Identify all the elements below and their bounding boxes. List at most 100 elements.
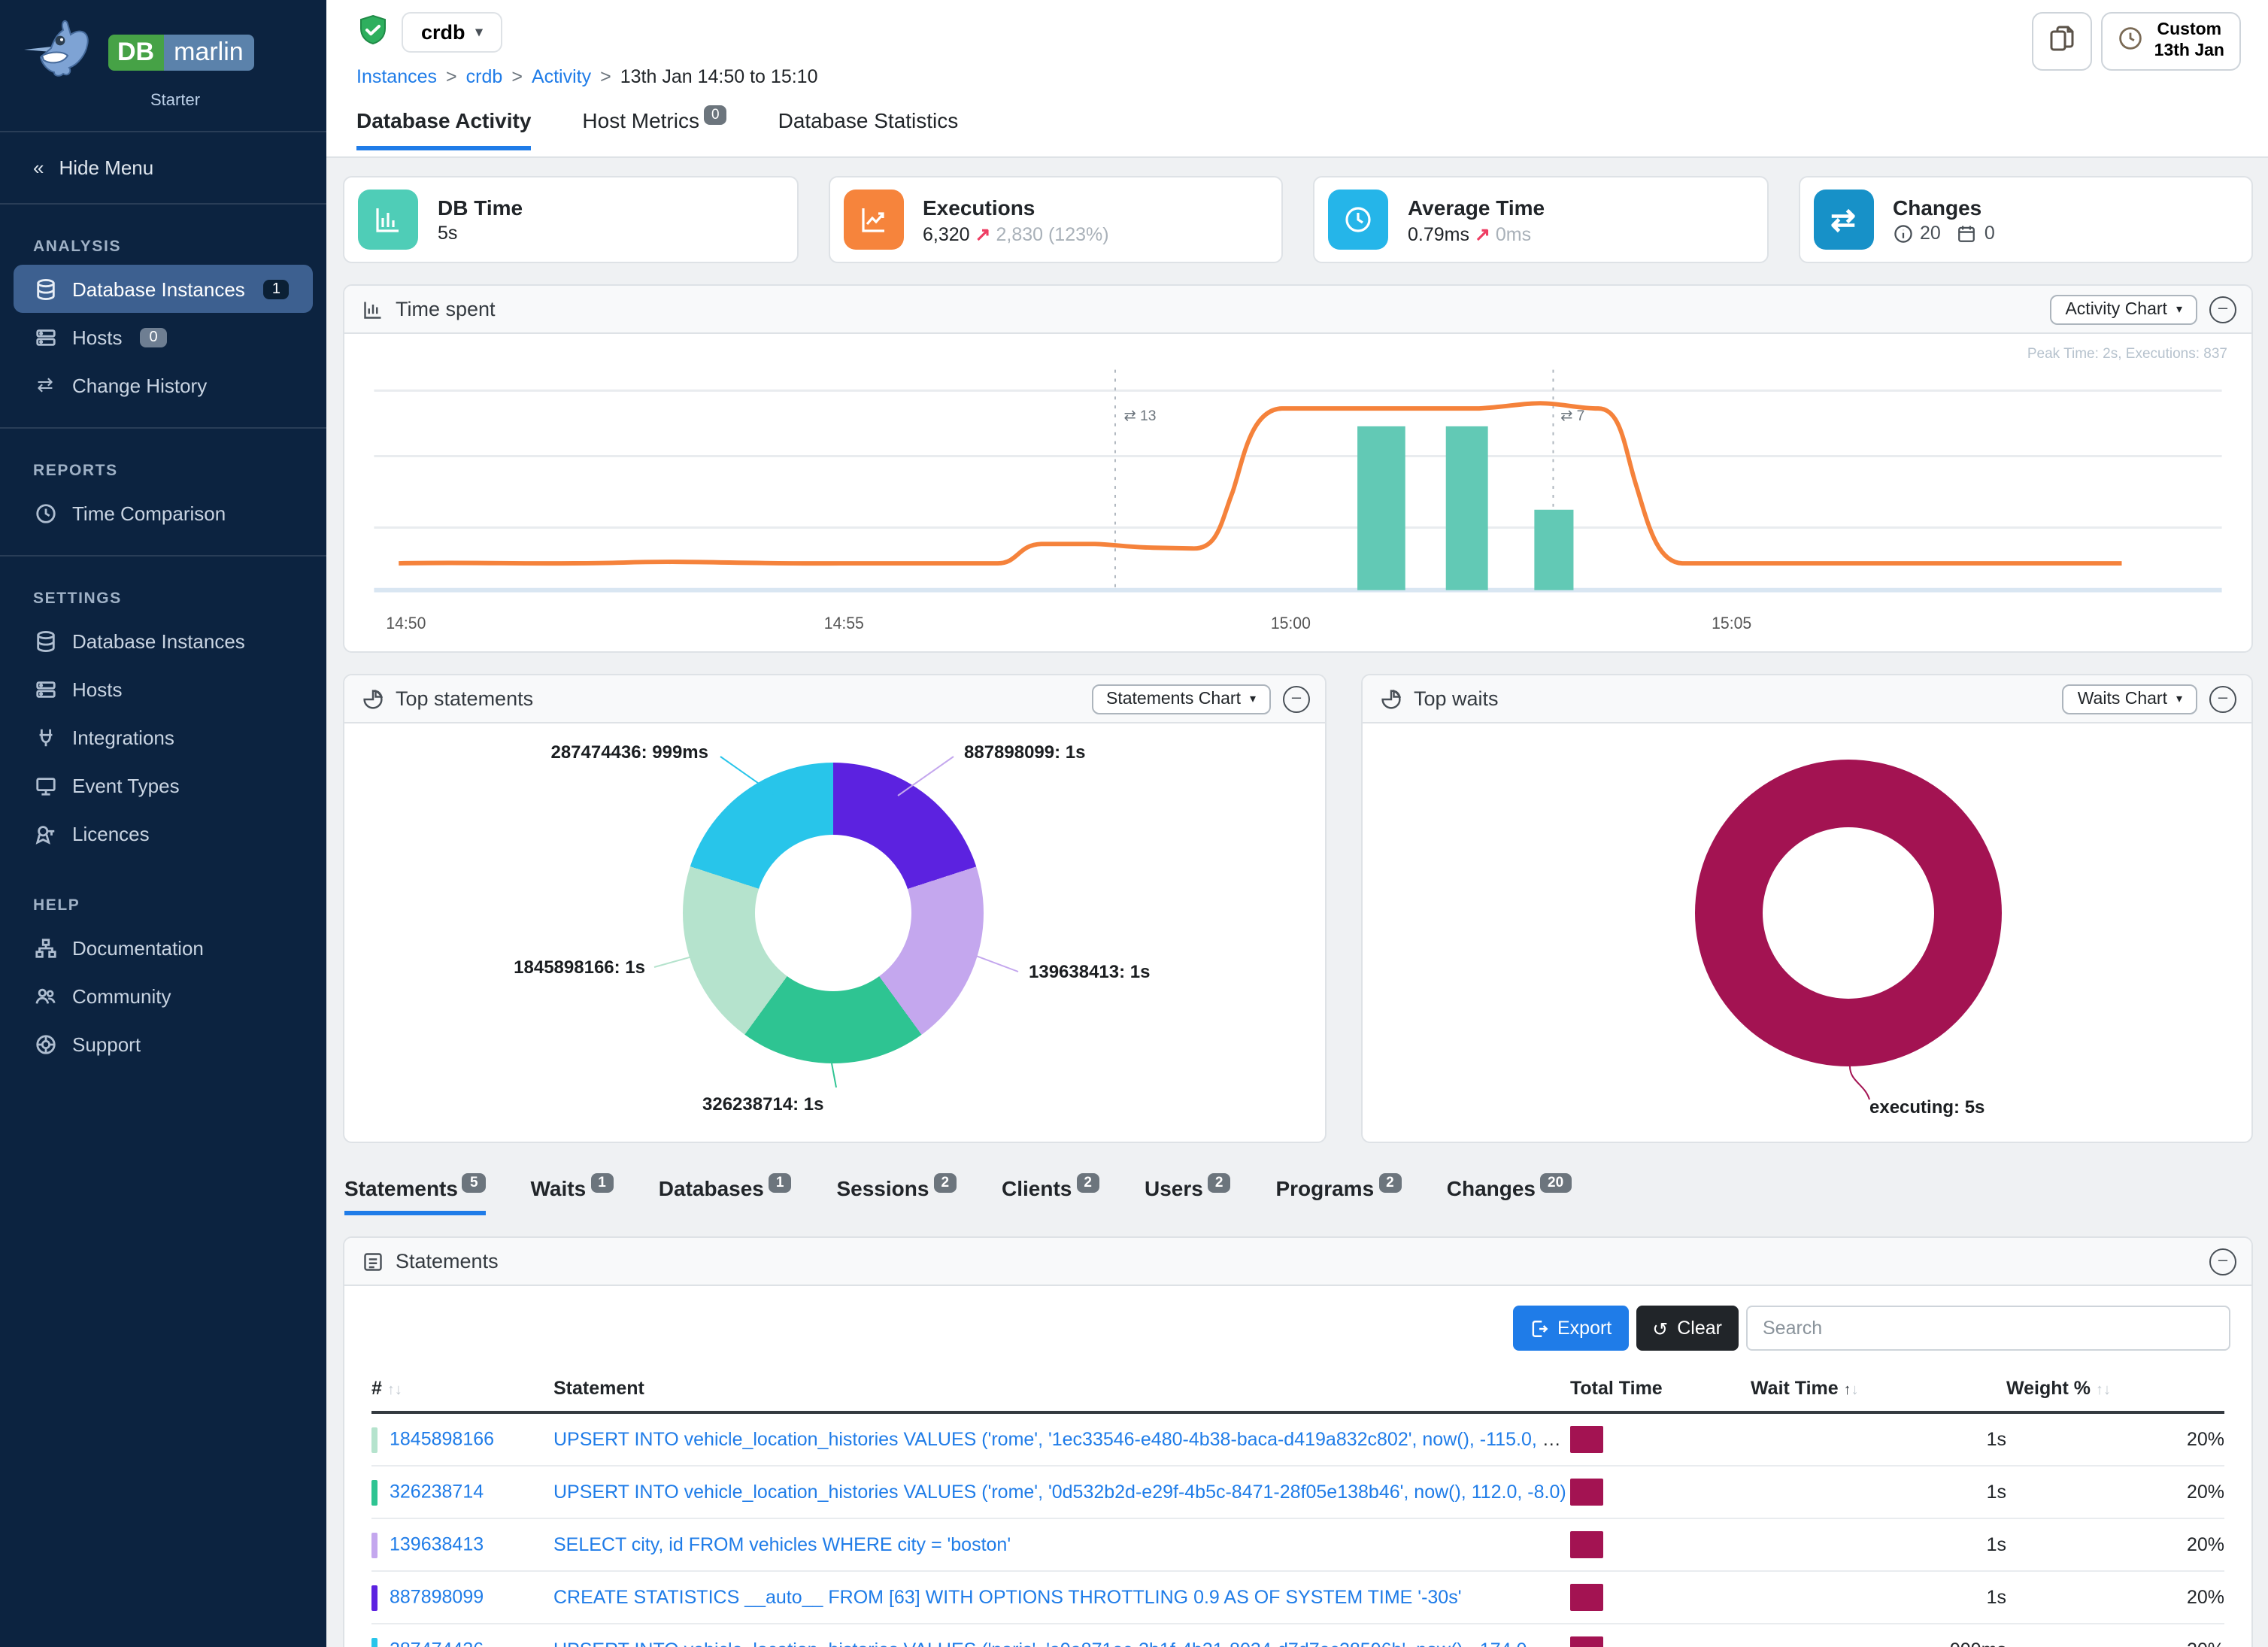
sidebar-item-support[interactable]: Support (0, 1020, 326, 1068)
panel-title: Time spent (396, 298, 496, 320)
statement-color-bar (371, 1637, 377, 1647)
sidebar-item-hosts[interactable]: Hosts 0 (0, 313, 326, 361)
col-statement[interactable]: Statement (553, 1366, 1570, 1414)
bar-chart-icon (358, 190, 418, 250)
donut-label: 887898099: 1s (964, 742, 1086, 763)
brand-logo[interactable]: DB marlin (0, 0, 326, 92)
x-tick: 15:05 (1712, 614, 1751, 632)
sidebar-item-event-types[interactable]: Event Types (0, 761, 326, 809)
search-input[interactable] (1746, 1306, 2230, 1351)
col-weight[interactable]: Weight % ↑↓ (2006, 1366, 2224, 1414)
hide-menu-button[interactable]: « Hide Menu (0, 141, 326, 194)
col-id[interactable]: # ↑↓ (371, 1366, 553, 1414)
chevrons-left-icon: « (33, 156, 44, 179)
calendar-changes-count: 0 (1984, 223, 1995, 244)
col-wait-time[interactable]: Wait Time ↑↓ (1751, 1366, 2006, 1414)
tab-users[interactable]: Users 2 (1145, 1173, 1231, 1215)
tab-databases[interactable]: Databases 1 (659, 1173, 792, 1215)
breadcrumb-activity[interactable]: Activity (531, 66, 592, 87)
section-settings: SETTINGS (33, 590, 122, 608)
instance-selector[interactable]: crdb ▾ (402, 12, 502, 53)
peak-note: Peak Time: 2s, Executions: 837 (2027, 346, 2227, 362)
sidebar-item-label: Hosts (72, 678, 123, 700)
collapse-panel-icon[interactable]: – (2209, 1248, 2236, 1275)
copy-link-button[interactable] (2032, 12, 2093, 71)
breadcrumb-instances[interactable]: Instances (356, 66, 438, 87)
sidebar-item-integrations[interactable]: Integrations (0, 713, 326, 761)
statement-color-bar (371, 1427, 377, 1452)
pie-chart-icon (1381, 689, 1401, 708)
sidebar-item-label: Support (72, 1033, 141, 1055)
collapse-panel-icon[interactable]: – (1283, 685, 1310, 712)
pie-chart-icon (363, 689, 383, 708)
tab-sessions[interactable]: Sessions 2 (836, 1173, 957, 1215)
count-badge: 1 (262, 279, 290, 299)
caret-down-icon: ▾ (1249, 692, 1256, 705)
sidebar-item-settings-hosts[interactable]: Hosts (0, 665, 326, 713)
activity-chart-selector[interactable]: Activity Chart ▾ (2050, 294, 2197, 324)
waits-donut-chart[interactable]: executing: 5s (1363, 723, 2251, 1142)
tab-programs[interactable]: Programs 2 (1275, 1173, 1402, 1215)
tab-badge: 0 (704, 105, 727, 125)
tab-waits[interactable]: Waits 1 (531, 1173, 614, 1215)
export-button[interactable]: Export (1512, 1306, 1629, 1351)
divider (0, 203, 326, 205)
statement-id-link[interactable]: 1845898166 (390, 1427, 495, 1449)
collapse-panel-icon[interactable]: – (2209, 685, 2236, 712)
sidebar-item-licences[interactable]: Licences (0, 809, 326, 857)
statements-donut-chart[interactable]: 287474436: 999ms 887898099: 1s 184589816… (344, 723, 1325, 1142)
chart-icon (364, 301, 381, 318)
activity-chart[interactable]: Peak Time: 2s, Executions: 837 ⇄ 13 (344, 334, 2251, 651)
tab-clients[interactable]: Clients 2 (1002, 1173, 1099, 1215)
tab-database-activity[interactable]: Database Activity (356, 108, 532, 150)
panel-title: Top waits (1414, 687, 1499, 710)
trend-up-icon: ↗ (975, 223, 991, 244)
sidebar-item-database-instances[interactable]: Database Instances 1 (14, 265, 313, 313)
statements-chart-selector[interactable]: Statements Chart ▾ (1091, 684, 1271, 714)
kpi-average-time: Average Time 0.79ms ↗ 0ms (1313, 176, 1768, 263)
statement-color-bar (371, 1532, 377, 1558)
waits-chart-selector[interactable]: Waits Chart ▾ (2062, 684, 2197, 714)
table-row: 887898099 CREATE STATISTICS __auto__ FRO… (371, 1571, 2224, 1624)
tab-host-metrics[interactable]: Host Metrics 0 (582, 105, 727, 150)
sidebar-item-change-history[interactable]: ⇄ Change History (0, 361, 326, 409)
statement-link[interactable]: UPSERT INTO vehicle_location_histories V… (553, 1639, 1570, 1647)
sort-icons: ↑↓ (387, 1382, 402, 1399)
breadcrumb-crdb[interactable]: crdb (465, 66, 503, 87)
kpi-label: Average Time (1408, 195, 1545, 219)
statement-link[interactable]: UPSERT INTO vehicle_location_histories V… (553, 1429, 1570, 1450)
section-reports: REPORTS (33, 462, 118, 480)
sidebar-item-label: Documentation (72, 936, 204, 959)
donut-label: 139638413: 1s (1029, 961, 1151, 982)
statement-link[interactable]: UPSERT INTO vehicle_location_histories V… (553, 1482, 1566, 1503)
sidebar-item-time-comparison[interactable]: Time Comparison (0, 489, 326, 537)
statement-link[interactable]: CREATE STATISTICS __auto__ FROM [63] WIT… (553, 1587, 1462, 1608)
tab-statements[interactable]: Statements 5 (344, 1173, 486, 1215)
sidebar-item-settings-database-instances[interactable]: Database Instances (0, 617, 326, 665)
caret-down-icon: ▾ (2176, 692, 2182, 705)
time-range-button[interactable]: Custom 13th Jan (2101, 12, 2241, 71)
tab-database-statistics[interactable]: Database Statistics (778, 108, 959, 150)
wait-time-value: 1s (1751, 1412, 2006, 1467)
weight-value: 20% (2006, 1518, 2224, 1572)
statement-id-link[interactable]: 139638413 (390, 1533, 484, 1554)
sidebar-item-label: Database Instances (72, 629, 245, 652)
statement-link[interactable]: SELECT city, id FROM vehicles WHERE city… (553, 1534, 1011, 1555)
kpi-value: 0.79ms ↗ 0ms (1408, 223, 1532, 244)
statement-id-link[interactable]: 287474436 (390, 1639, 484, 1647)
statement-id-link[interactable]: 326238714 (390, 1480, 484, 1502)
kpi-executions: Executions 6,320 ↗ 2,830 (123%) (828, 176, 1283, 263)
total-time-bar (1570, 1426, 1603, 1453)
plug-icon (33, 725, 57, 749)
sidebar-item-community[interactable]: Community (0, 972, 326, 1020)
tab-changes[interactable]: Changes 20 (1447, 1173, 1572, 1215)
panel-title: Statements (396, 1250, 499, 1272)
statement-id-link[interactable]: 887898099 (390, 1585, 484, 1607)
clear-button[interactable]: ↺ Clear (1636, 1306, 1739, 1351)
col-total-time[interactable]: Total Time (1570, 1366, 1751, 1414)
tab-label: Database Statistics (778, 108, 959, 132)
collapse-panel-icon[interactable]: – (2209, 296, 2236, 323)
sidebar-item-documentation[interactable]: Documentation (0, 924, 326, 972)
calendar-icon (1958, 225, 1975, 241)
